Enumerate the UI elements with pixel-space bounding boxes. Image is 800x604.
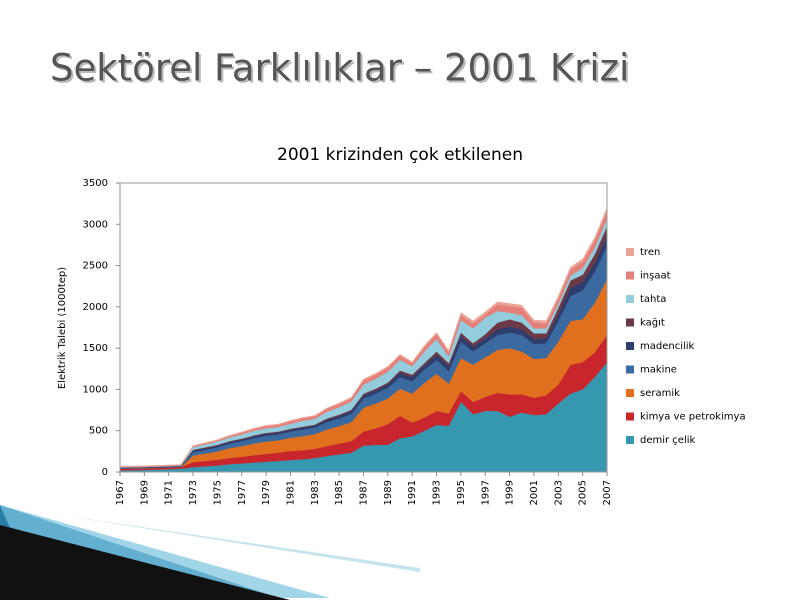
x-tick-label: 1983 xyxy=(310,480,321,505)
y-tick-label: 3500 xyxy=(83,178,108,189)
x-tick-label: 2001 xyxy=(529,480,540,505)
x-tick-label: 1999 xyxy=(505,480,516,505)
x-tick-label: 1989 xyxy=(383,480,394,505)
legend-label: kağıt xyxy=(640,317,665,329)
legend-label: madencilik xyxy=(640,341,695,352)
x-tick-label: 2005 xyxy=(578,480,589,505)
title-shadow: Sektörel Farklılıklar – 2001 Krizi xyxy=(52,49,631,92)
y-tick-label: 1500 xyxy=(83,343,108,354)
x-tick-label: 1967 xyxy=(115,480,126,505)
x-tick-label: 1991 xyxy=(407,480,418,505)
legend-label: makine xyxy=(640,365,677,376)
decor xyxy=(0,525,290,600)
y-tick-label: 1000 xyxy=(83,384,108,395)
page-title: Sektörel Farklılıklar – 2001 Krizi xyxy=(50,47,629,90)
x-tick-label: 1973 xyxy=(188,480,199,505)
x-tick-label: 1979 xyxy=(261,480,272,505)
legend-swatch xyxy=(626,271,634,280)
x-tick-label: 1993 xyxy=(432,480,443,505)
legend-label: kimya ve petrokimya xyxy=(640,412,746,423)
x-tick-label: 1981 xyxy=(285,480,296,505)
x-tick-label: 1977 xyxy=(237,480,248,505)
legend-swatch xyxy=(626,295,634,303)
y-tick-label: 0 xyxy=(102,467,108,478)
x-tick-label: 1971 xyxy=(164,480,175,505)
x-tick-label: 1975 xyxy=(212,480,223,505)
y-tick-label: 2500 xyxy=(83,261,108,272)
plot-frame xyxy=(119,182,608,473)
legend-label: demir çelik xyxy=(640,435,696,446)
y-tick-label: 500 xyxy=(89,426,108,437)
legend-label: tren xyxy=(640,247,660,258)
legend-swatch xyxy=(626,389,634,397)
y-tick-label: 3000 xyxy=(83,219,108,230)
x-tick-label: 1969 xyxy=(139,480,150,505)
legend-swatch xyxy=(626,318,634,327)
x-tick-label: 1987 xyxy=(359,480,370,505)
legend-swatch xyxy=(626,365,634,374)
legend-swatch xyxy=(626,436,634,444)
legend-swatch xyxy=(626,342,634,350)
x-tick-label: 2007 xyxy=(602,480,613,505)
legend-swatch xyxy=(626,412,634,421)
x-tick-label: 2003 xyxy=(553,480,564,505)
legend-label: seramik xyxy=(640,388,680,399)
plot: 0 500 1000 1500 2000 2500 3000 3500 1967 1969 1971… xyxy=(83,178,746,505)
chart-title: 2001 krizinden çok etkilenen xyxy=(277,145,523,165)
legend-swatch xyxy=(626,248,634,256)
x-tick-label: 1995 xyxy=(456,480,467,505)
y-axis-label: Elektrik Talebi (1000tep) xyxy=(57,267,68,389)
legend-label: inşaat xyxy=(640,271,671,282)
legend-label: tahta xyxy=(640,294,666,305)
y-tick-label: 2000 xyxy=(83,302,108,313)
x-tick-label: 1985 xyxy=(334,480,345,505)
x-tick-label: 1997 xyxy=(480,480,491,505)
decor xyxy=(60,515,420,572)
